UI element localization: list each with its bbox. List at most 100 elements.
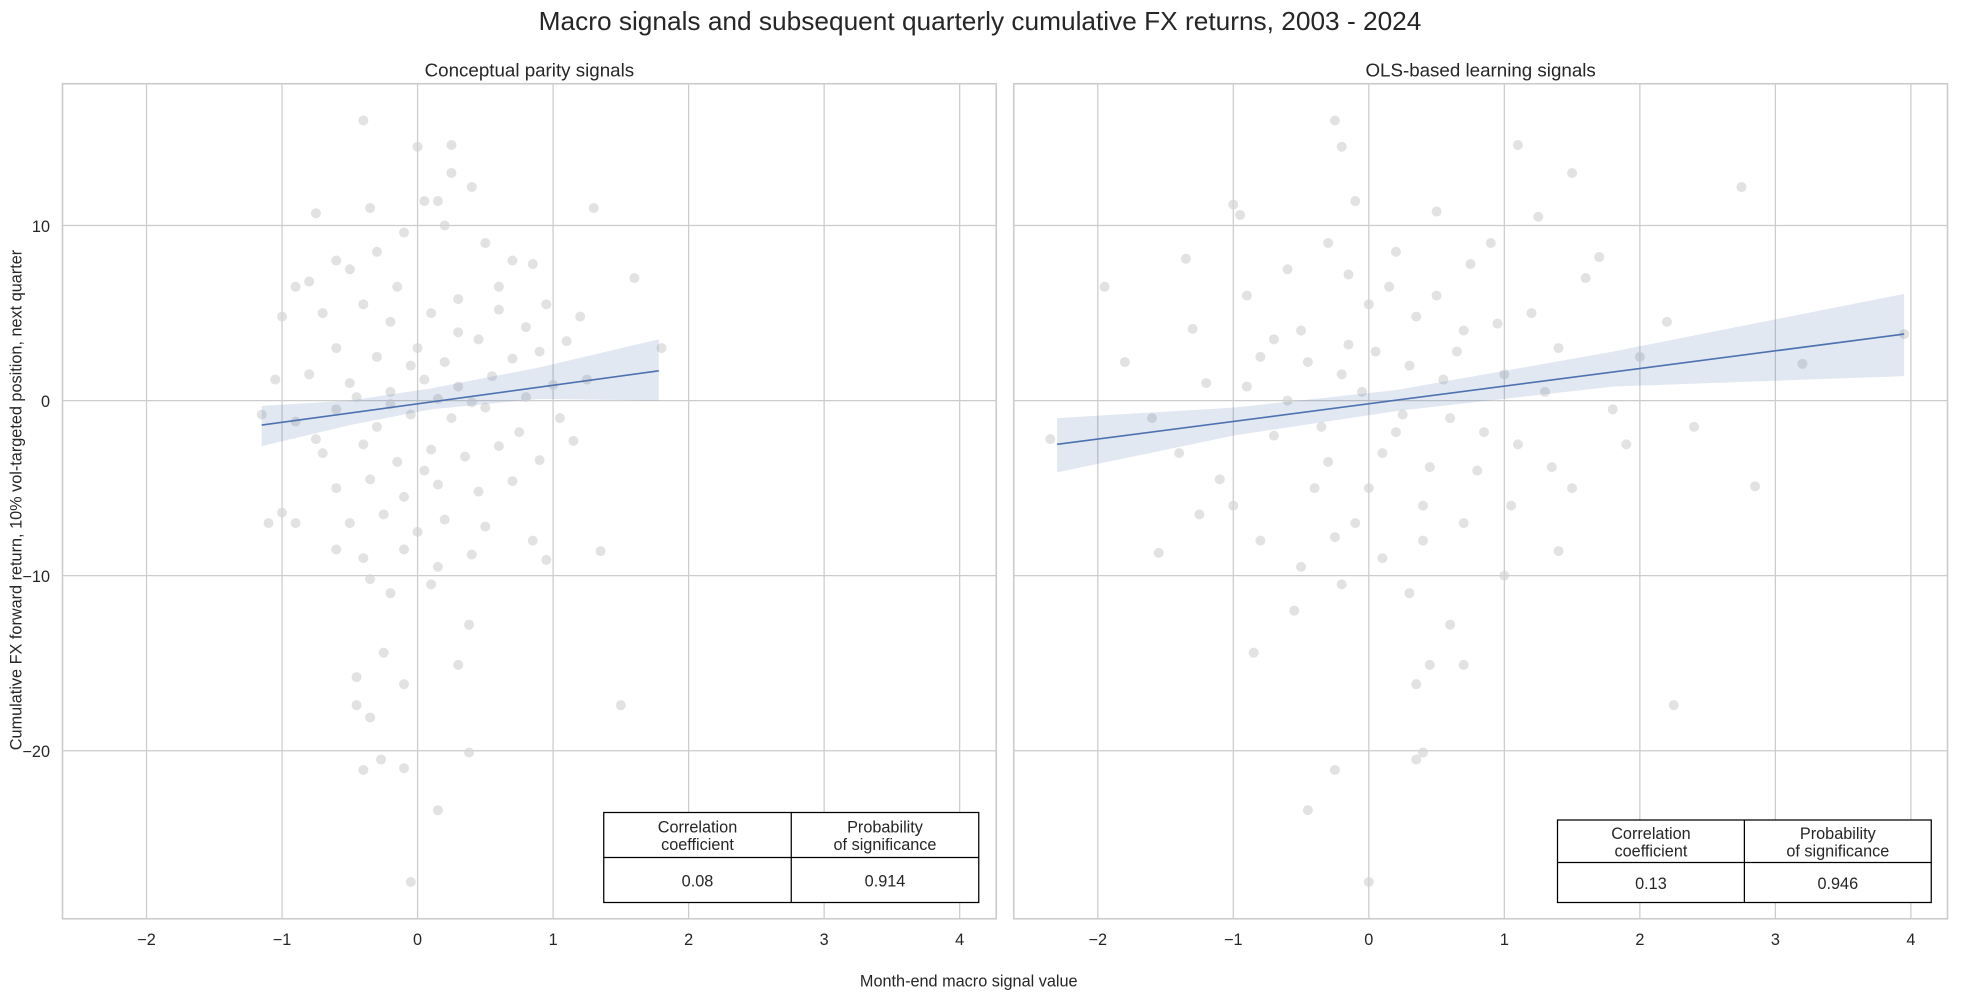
scatter-point [1485, 238, 1496, 249]
scatter-point [344, 518, 355, 529]
scatter-point [1329, 532, 1340, 543]
scatter-point [629, 273, 640, 284]
scatter-point [365, 712, 376, 723]
scatter-point [385, 316, 396, 327]
panel-2: OLS-based learning signals −2 −1 0 1 2 3 4 Corre… [1012, 59, 1949, 949]
x-tick-label: 1 [549, 931, 558, 949]
scatter-point [1323, 238, 1334, 249]
scatter-point [331, 404, 342, 415]
scatter-point [453, 659, 464, 670]
scatter-point [1499, 369, 1510, 380]
scatter-point [419, 374, 430, 385]
scatter-point [1153, 547, 1164, 558]
scatter-point [554, 413, 565, 424]
scatter-point [426, 579, 437, 590]
scatter-point [581, 374, 592, 385]
scatter-point [392, 456, 403, 467]
scatter-point [365, 474, 376, 485]
scatter-point [1424, 659, 1435, 670]
x-tick-label: 0 [1364, 931, 1373, 949]
scatter-point [1384, 281, 1395, 292]
scatter-point [1465, 259, 1476, 270]
scatter-point [1567, 483, 1578, 494]
scatter-point [432, 561, 443, 572]
scatter-point [1668, 700, 1679, 711]
scatter-point [351, 392, 362, 403]
scatter-point [1431, 290, 1442, 301]
scatter-point [1282, 395, 1293, 406]
scatter-point [1546, 462, 1557, 473]
scatter-point [358, 115, 369, 126]
confidence-band [1057, 293, 1905, 473]
scatter-point [304, 369, 315, 380]
scatter-point [419, 465, 430, 476]
stats-table: Correlation coefficient 0.13 Probability of … [1556, 819, 1932, 904]
scatter-point [371, 351, 382, 362]
scatter-point [1553, 546, 1564, 557]
scatter-point [412, 141, 423, 152]
scatter-point [1228, 500, 1239, 511]
scatter-point [1411, 311, 1422, 322]
scatter-point [439, 220, 450, 231]
scatter-point [426, 308, 437, 319]
scatter-point [514, 427, 525, 438]
scatter-point [405, 360, 416, 371]
scatter-point [1255, 535, 1266, 546]
scatter-point [358, 764, 369, 775]
scatter-point [1187, 323, 1198, 334]
scatter-point [432, 196, 443, 207]
scatter-point [1445, 619, 1456, 630]
scatter-point [1689, 421, 1700, 432]
scatter-point [1296, 325, 1307, 336]
scatter-point [378, 509, 389, 520]
panel-1: Conceptual parity signals−2 −1 0 1 2 3 4100−10… [22, 59, 998, 949]
y-tick-label: 10 [32, 218, 50, 236]
scatter-point [344, 378, 355, 389]
scatter-point [507, 353, 518, 364]
scatter-point [1329, 764, 1340, 775]
table-value: 0.914 [865, 872, 906, 890]
scatter-point [358, 553, 369, 564]
scatter-point [561, 336, 572, 347]
y-axis-label: Cumulative FX forward return, 10% vol-ta… [7, 249, 25, 750]
scatter-point [1296, 561, 1307, 572]
panel-title: OLS-based learning signals [1365, 59, 1595, 80]
scatter-point [270, 374, 281, 385]
scatter-point [277, 507, 288, 518]
x-tick-label: 4 [955, 931, 964, 949]
scatter-point [1397, 409, 1408, 420]
scatter-point [1228, 199, 1239, 210]
scatter-point [344, 264, 355, 275]
scatter-point [365, 203, 376, 214]
scatter-point [331, 343, 342, 354]
x-tick-label: 1 [1500, 931, 1509, 949]
scatter-point [1350, 518, 1361, 529]
scatter-point [1797, 358, 1808, 369]
scatter-point [1350, 196, 1361, 207]
scatter-point [541, 299, 552, 310]
x-tick-label: 3 [1771, 931, 1780, 949]
scatter-point [1377, 448, 1388, 459]
scatter-point [1458, 659, 1469, 670]
scatter-point [331, 483, 342, 494]
scatter-point [1424, 462, 1435, 473]
scatter-point [534, 346, 545, 357]
scatter-point [399, 763, 410, 774]
scatter-point [358, 299, 369, 310]
scatter-point [1512, 140, 1523, 151]
scatter-point [1499, 570, 1510, 581]
scatter-point [1363, 299, 1374, 310]
scatter-point [1099, 281, 1110, 292]
table-value: 0.08 [682, 872, 714, 890]
scatter-point [1045, 434, 1056, 445]
scatter-point [351, 672, 362, 683]
scatter-point [1621, 439, 1632, 450]
regression-line [261, 370, 659, 426]
scatter-point [1302, 805, 1313, 816]
scatter-point [493, 281, 504, 292]
scatter-point [1404, 360, 1415, 371]
scatter-point [1661, 316, 1672, 327]
scatter-point [1607, 404, 1618, 415]
scatter-point [1539, 386, 1550, 397]
